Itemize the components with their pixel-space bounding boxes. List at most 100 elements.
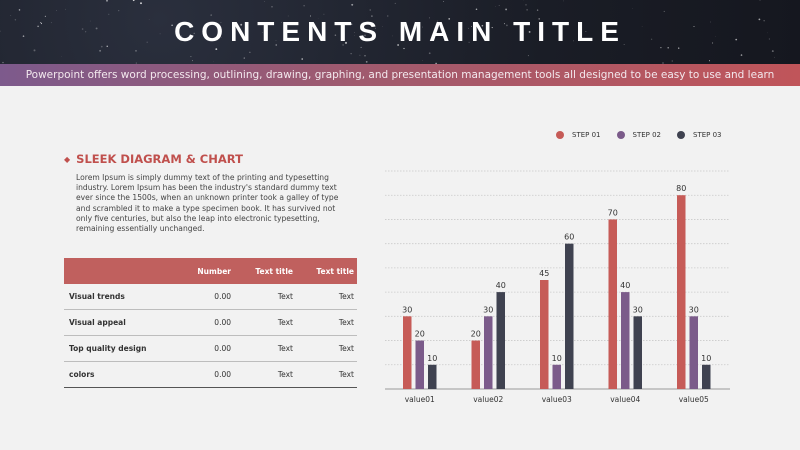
star-dot (632, 8, 633, 10)
star-dot (350, 53, 352, 55)
bar (428, 364, 437, 389)
star-dot (240, 23, 243, 26)
table-cell: 0.00 (214, 344, 231, 353)
star-dot (715, 36, 716, 37)
subtitle-text: Powerpoint offers word processing, outli… (25, 69, 775, 81)
star-dot (693, 25, 695, 28)
bar-data-label: 30 (689, 305, 699, 314)
table-cell: Text (277, 344, 293, 353)
legend-label: STEP 02 (632, 131, 662, 139)
star-dot (708, 60, 711, 62)
bar (496, 292, 505, 389)
subtitle-bar: Powerpoint offers word processing, outli… (0, 64, 800, 86)
legend-label: STEP 01 (572, 131, 601, 139)
bar-data-label: 20 (415, 330, 425, 339)
star-dot (364, 55, 366, 57)
star-dot (106, 45, 108, 47)
bar-data-label: 10 (701, 354, 711, 363)
star-dot (528, 30, 531, 33)
star-dot (536, 9, 539, 11)
bar (540, 280, 549, 389)
star-dot (774, 56, 775, 58)
star-dot (505, 8, 508, 11)
bar-data-label: 70 (608, 208, 618, 217)
legend-dot-icon (616, 131, 625, 139)
star-dot (487, 24, 489, 25)
section-heading: ◆ SLEEK DIAGRAM & CHART (64, 152, 243, 166)
starfield-background (0, 0, 775, 64)
table-header-cell: Text title (255, 266, 293, 276)
star-dot (667, 47, 669, 49)
data-table: Number Text title Text title Visual tren… (64, 258, 357, 388)
body-paragraph: Lorem Ipsum is simply dummy text of the … (76, 173, 339, 234)
star-dot (498, 4, 500, 7)
star-dot (262, 32, 263, 33)
bar (471, 340, 480, 389)
bar (702, 364, 711, 389)
table-cell: Text (338, 292, 354, 301)
star-dot (99, 49, 102, 52)
bar-data-label: 10 (552, 354, 562, 363)
star-dot (345, 41, 347, 44)
star-dot (735, 38, 738, 41)
star-dot (135, 50, 137, 52)
x-tick-label: value01 (405, 395, 435, 404)
star-dot (371, 15, 373, 17)
star-dot (525, 4, 527, 6)
legend-dot-icon (677, 131, 685, 139)
star-dot (0, 30, 1, 32)
star-dot (392, 35, 393, 37)
star-dot (495, 6, 496, 7)
table-cell: 0.00 (214, 318, 231, 327)
star-dot (134, 2, 136, 3)
legend-item: STEP 02 (616, 129, 662, 141)
star-dot (106, 0, 108, 2)
star-dot (22, 35, 25, 37)
table-cell: 0.00 (214, 370, 231, 379)
star-dot (243, 57, 245, 59)
bar (621, 292, 630, 389)
star-dot (468, 27, 469, 29)
table-header-cell: Text title (316, 266, 354, 276)
table-cell: Text (338, 370, 354, 379)
star-dot (641, 26, 643, 27)
bar-data-label: 10 (427, 354, 437, 363)
star-dot (146, 41, 148, 43)
star-dot (650, 38, 653, 40)
star-dot (37, 25, 39, 28)
star-dot (364, 34, 366, 37)
bar-data-label: 45 (539, 269, 549, 278)
table-cell: Text (277, 370, 293, 379)
star-dot (422, 26, 423, 28)
bar (689, 316, 698, 389)
star-dot (50, 22, 52, 24)
star-dot (771, 50, 774, 53)
star-dot (394, 2, 396, 4)
bar-data-label: 40 (620, 281, 630, 290)
table-header-row: Number Text title Text title (64, 258, 357, 284)
star-dot (135, 62, 137, 64)
star-dot (526, 9, 528, 11)
star-dot (448, 18, 451, 20)
star-dot (95, 27, 98, 30)
table-cell: colors (69, 370, 95, 379)
star-dot (10, 15, 12, 16)
star-dot (400, 27, 403, 30)
star-dot (387, 15, 389, 17)
star-dot (563, 0, 564, 2)
star-dot (275, 44, 277, 46)
star-dot (220, 37, 222, 38)
table-cell: Text (277, 292, 293, 301)
star-dot (33, 49, 36, 52)
star-dot (301, 58, 304, 60)
x-tick-label: value05 (679, 395, 709, 404)
star-dot (360, 46, 362, 48)
star-dot (2, 61, 4, 64)
page-title: CONTENTS MAIN TITLE (174, 16, 626, 47)
star-dot (18, 9, 21, 11)
star-dot (671, 60, 673, 62)
star-dot (521, 24, 523, 26)
star-dot (118, 10, 120, 12)
star-dot (334, 34, 337, 36)
star-dot (14, 19, 17, 21)
